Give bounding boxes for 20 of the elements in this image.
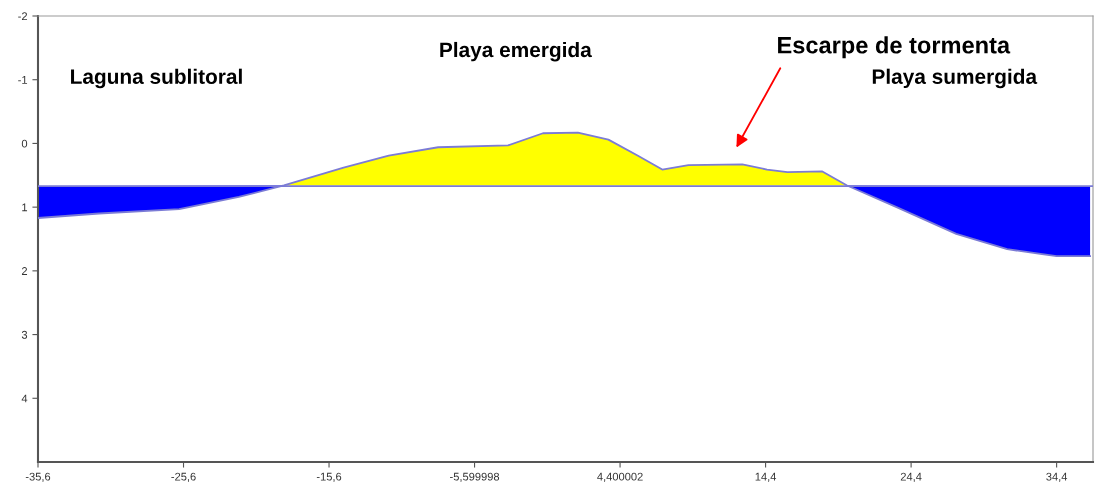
x-tick-label: 14,4 bbox=[755, 472, 777, 482]
x-tick-label: -5,599998 bbox=[450, 472, 500, 482]
annotation: Playa sumergida bbox=[872, 68, 1038, 89]
annotation: Laguna sublitoral bbox=[71, 68, 242, 89]
x-tick-label: -25,6 bbox=[171, 472, 196, 482]
y-tick-label: 1 bbox=[22, 203, 28, 212]
y-tick-label: 0 bbox=[21, 139, 28, 148]
y-tick-label: 2 bbox=[21, 267, 28, 275]
line-series bbox=[38, 131, 1091, 258]
y-tick-label: -1 bbox=[18, 76, 28, 84]
x-tick-label: -15,6 bbox=[316, 472, 342, 482]
x-tick-label: 24,4 bbox=[900, 472, 922, 482]
x-tick-label: -35,6 bbox=[25, 472, 51, 482]
x-tick-label: 4,400002 bbox=[597, 472, 643, 482]
y-tick-label: 4 bbox=[21, 394, 28, 403]
y-tick-label: 3 bbox=[21, 330, 28, 339]
x-tick-label: 34,4 bbox=[1046, 472, 1068, 482]
annotation: Playa emergida bbox=[440, 41, 592, 62]
y-tick-label: -2 bbox=[18, 12, 28, 21]
annotation: Escarpe de tormenta bbox=[778, 36, 1011, 59]
